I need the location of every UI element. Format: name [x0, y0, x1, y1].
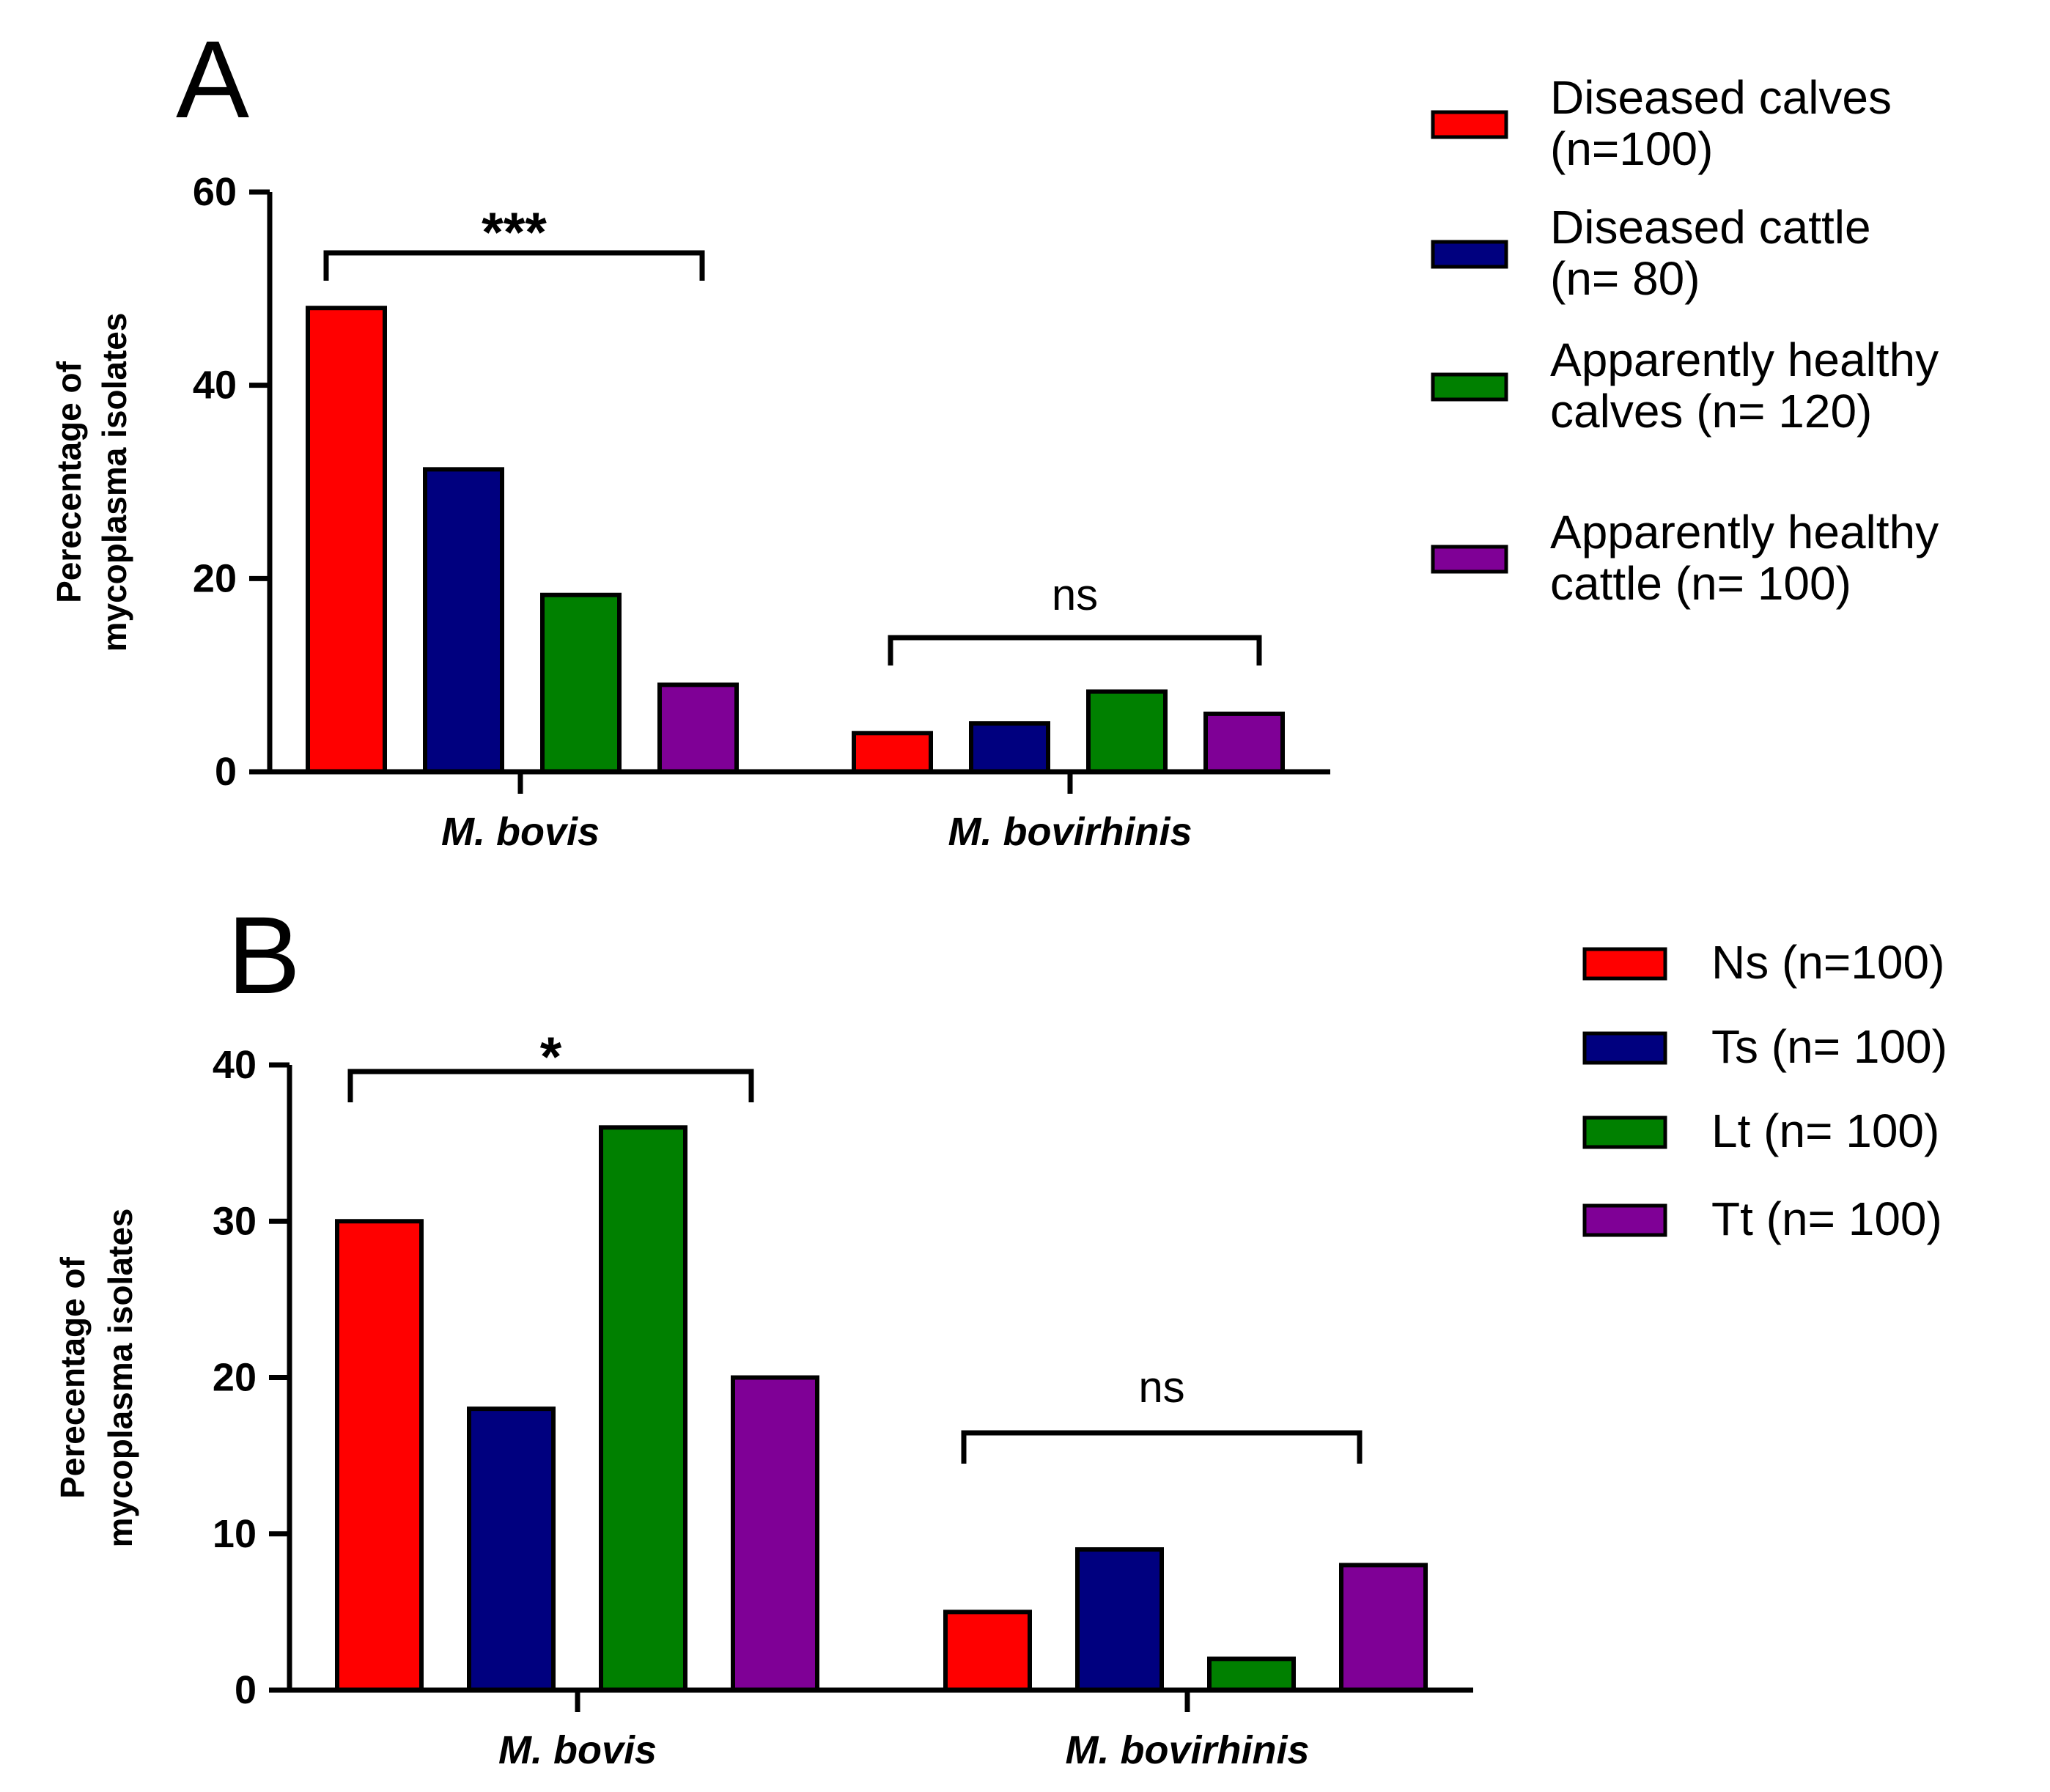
significance-label: ns [1052, 570, 1098, 619]
legend-swatch [1582, 1203, 1667, 1237]
y-tick-label: 10 [213, 1512, 257, 1556]
legend-label: Diseased calves [1550, 71, 1892, 124]
y-axis-label: Perecentage of [54, 1256, 92, 1498]
legend: Ns (n=100) Ts (n= 100) Lt (n= 100) Tt (n= 1… [1582, 936, 1947, 1245]
significance-bracket [961, 1430, 1363, 1464]
bar-m-bovis-series-3 [540, 592, 622, 774]
significance-bracket [323, 250, 705, 281]
legend-swatch [1582, 1116, 1667, 1149]
y-axis-label: mycoplasma isolates [95, 313, 133, 652]
legend-label: Tt (n= 100) [1711, 1192, 1942, 1245]
bar-m-bovirhinis-series-1 [943, 1610, 1032, 1692]
bar-m-bovirhinis-series-3 [1207, 1656, 1296, 1693]
legend-label: Ns (n=100) [1711, 936, 1944, 989]
significance-label: * [540, 1026, 562, 1088]
legend-label: Ts (n= 100) [1711, 1020, 1947, 1073]
bar-m-bovis-series-4 [731, 1375, 819, 1692]
legend-swatch [1431, 240, 1508, 269]
bar-m-bovirhinis-series-4 [1203, 711, 1285, 775]
chart-panel-b: B 0 10 20 30 40 M. bovis M. bovirhinis Perecenta… [54, 893, 1947, 1772]
bar-m-bovis-series-1 [335, 1219, 424, 1692]
legend-label: Diseased cattle [1550, 201, 1871, 254]
legend-swatch [1431, 545, 1508, 574]
significance-bracket [347, 1069, 754, 1102]
legend: Diseased calves(n=100) Diseased cattle(n=… [1431, 71, 1939, 610]
panel-letter: B [227, 893, 301, 1017]
y-tick-label: 60 [193, 170, 237, 214]
legend-swatch [1582, 947, 1667, 981]
x-category-label: M. bovis [441, 810, 600, 854]
bar-m-bovirhinis-series-4 [1339, 1563, 1428, 1692]
legend-label: Apparently healthy [1550, 506, 1939, 558]
significance-label: *** [482, 202, 547, 264]
bar-m-bovirhinis-series-2 [1075, 1547, 1164, 1692]
legend-label: cattle (n= 100) [1550, 557, 1851, 610]
bar-m-bovis-series-2 [467, 1406, 556, 1693]
bar-m-bovirhinis-series-1 [852, 731, 933, 774]
bar-m-bovis-series-1 [306, 306, 387, 774]
panel-letter: A [176, 18, 249, 141]
x-category-label: M. bovirhinis [1065, 1728, 1309, 1772]
chart-panel-a: A 0 20 40 60 M. bovis M. bovirhinis Perecentage… [50, 18, 1939, 854]
legend-label: calves (n= 120) [1550, 385, 1872, 438]
y-tick-label: 20 [213, 1356, 257, 1400]
bar-m-bovirhinis-series-2 [969, 721, 1050, 774]
legend-swatch [1431, 372, 1508, 402]
x-category-label: M. bovis [498, 1728, 657, 1772]
legend-label: (n= 80) [1550, 252, 1700, 305]
legend-swatch [1582, 1031, 1667, 1065]
y-axis-label: Perecentage of [50, 361, 88, 602]
bar-m-bovirhinis-series-3 [1086, 689, 1168, 774]
x-category-label: M. bovirhinis [948, 810, 1192, 854]
significance-bracket [888, 635, 1262, 665]
y-tick-label: 0 [235, 1668, 257, 1712]
bar-m-bovis-series-3 [599, 1125, 687, 1693]
y-tick-label: 0 [215, 750, 237, 794]
y-tick-label: 40 [193, 364, 237, 408]
legend-label: Lt (n= 100) [1711, 1105, 1939, 1157]
legend-swatch [1431, 110, 1508, 139]
y-tick-label: 30 [213, 1199, 257, 1243]
bar-m-bovis-series-4 [657, 682, 739, 774]
y-tick-label: 20 [193, 556, 237, 600]
y-tick-label: 40 [213, 1043, 257, 1087]
significance-label: ns [1138, 1363, 1184, 1412]
bar-m-bovis-series-2 [423, 467, 504, 775]
legend-label: Apparently healthy [1550, 333, 1939, 386]
legend-label: (n=100) [1550, 122, 1713, 175]
y-axis-label: mycoplasma isolates [101, 1209, 139, 1548]
